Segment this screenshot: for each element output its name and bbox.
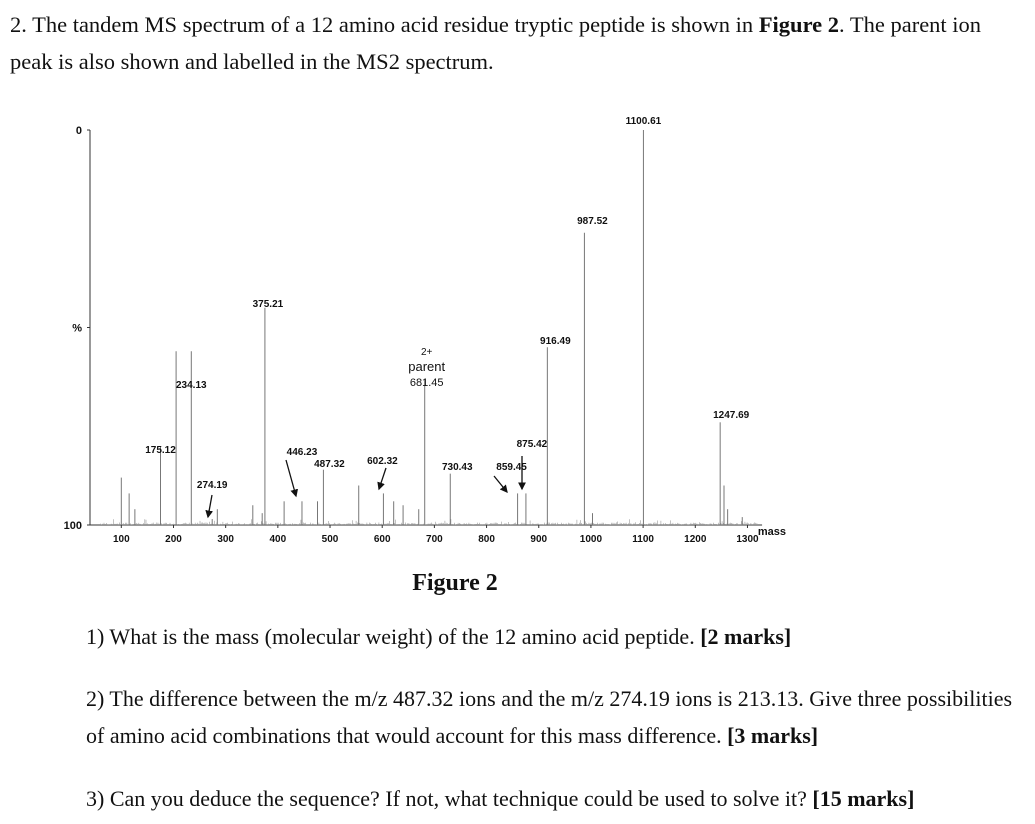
y-tick-label: 100 xyxy=(64,520,82,532)
arrow-602 xyxy=(377,467,387,491)
peak-label-375.21: 375.21 xyxy=(253,299,284,310)
peak-label-730.43: 730.43 xyxy=(442,462,473,473)
x-tick-label: 100 xyxy=(113,534,130,545)
subquestion-2-text: 2) The difference between the m/z 487.32… xyxy=(86,686,1013,748)
x-tick-label: 500 xyxy=(322,534,339,545)
question-intro: 2. The tandem MS spectrum of a 12 amino … xyxy=(10,6,1025,80)
y-tick-label: % xyxy=(72,323,82,335)
parent-charge: 2+ xyxy=(421,347,433,358)
x-tick-label: 800 xyxy=(478,534,495,545)
question-text-2: . The parent ion peak is also shown and … xyxy=(10,12,982,74)
ms-spectrum-chart: 100% 0 100 200 300 400 500 600 700 800 900 1000 1100… xyxy=(64,116,786,545)
x-tick-label: 1000 xyxy=(580,534,603,545)
subquestion-3-text: 3) Can you deduce the sequence? If not, … xyxy=(86,786,813,811)
x-tick-label: 600 xyxy=(374,534,391,545)
x-tick-label: 1300 xyxy=(736,534,759,545)
subquestion-3-marks: [15 marks] xyxy=(812,786,915,811)
subquestion-1-marks: [2 marks] xyxy=(700,624,792,649)
x-tick-label: 1200 xyxy=(684,534,707,545)
peak-label-859.45: 859.45 xyxy=(496,462,527,473)
subquestion-1: 1) What is the mass (molecular weight) o… xyxy=(86,618,1031,655)
parent-mz: 681.45 xyxy=(410,377,444,389)
subquestion-2: 2) The difference between the m/z 487.32… xyxy=(86,680,1031,754)
peak-label-1100.61: 1100.61 xyxy=(626,116,662,127)
x-axis-label: mass xyxy=(758,526,786,538)
parent-name: parent xyxy=(408,359,445,374)
question-figure-ref: Figure 2 xyxy=(758,12,840,37)
arrow-446 xyxy=(285,459,299,498)
peak-label-987.52: 987.52 xyxy=(577,216,608,227)
x-tick-label: 900 xyxy=(530,534,547,545)
labeled-peaks xyxy=(160,130,721,525)
peak-label-875.42: 875.42 xyxy=(517,439,548,450)
peak-label-602.32: 602.32 xyxy=(367,456,398,467)
peak-label-487.32: 487.32 xyxy=(314,459,345,470)
x-tick-label: 1100 xyxy=(632,534,654,545)
question-text-1: 2. The tandem MS spectrum of a 12 amino … xyxy=(10,12,759,37)
subquestion-2-marks: [3 marks] xyxy=(727,723,819,748)
x-tick-label: 200 xyxy=(165,534,182,545)
baseline-noise xyxy=(100,519,758,525)
peak-label-1247.69: 1247.69 xyxy=(713,410,750,421)
peak-label-446.23: 446.23 xyxy=(287,447,318,458)
subquestion-1-text: 1) What is the mass (molecular weight) o… xyxy=(86,624,701,649)
arrow-859 xyxy=(493,475,508,494)
minor-peaks xyxy=(120,351,743,525)
y-tick-label: 0 xyxy=(76,125,82,137)
x-tick-label: 300 xyxy=(217,534,234,545)
x-tick-label: 400 xyxy=(270,534,287,545)
peak-label-916.49: 916.49 xyxy=(540,336,571,347)
x-tick-label: 700 xyxy=(426,534,443,545)
noise-spikes xyxy=(100,519,758,525)
peak-label-274.19: 274.19 xyxy=(197,480,228,491)
arrow-274 xyxy=(205,494,213,519)
figure-caption: Figure 2 xyxy=(412,570,498,596)
peak-label-234.13: 234.13 xyxy=(176,380,207,391)
peak-label-175.12: 175.12 xyxy=(145,445,176,456)
subquestion-3: 3) Can you deduce the sequence? If not, … xyxy=(86,780,1031,817)
